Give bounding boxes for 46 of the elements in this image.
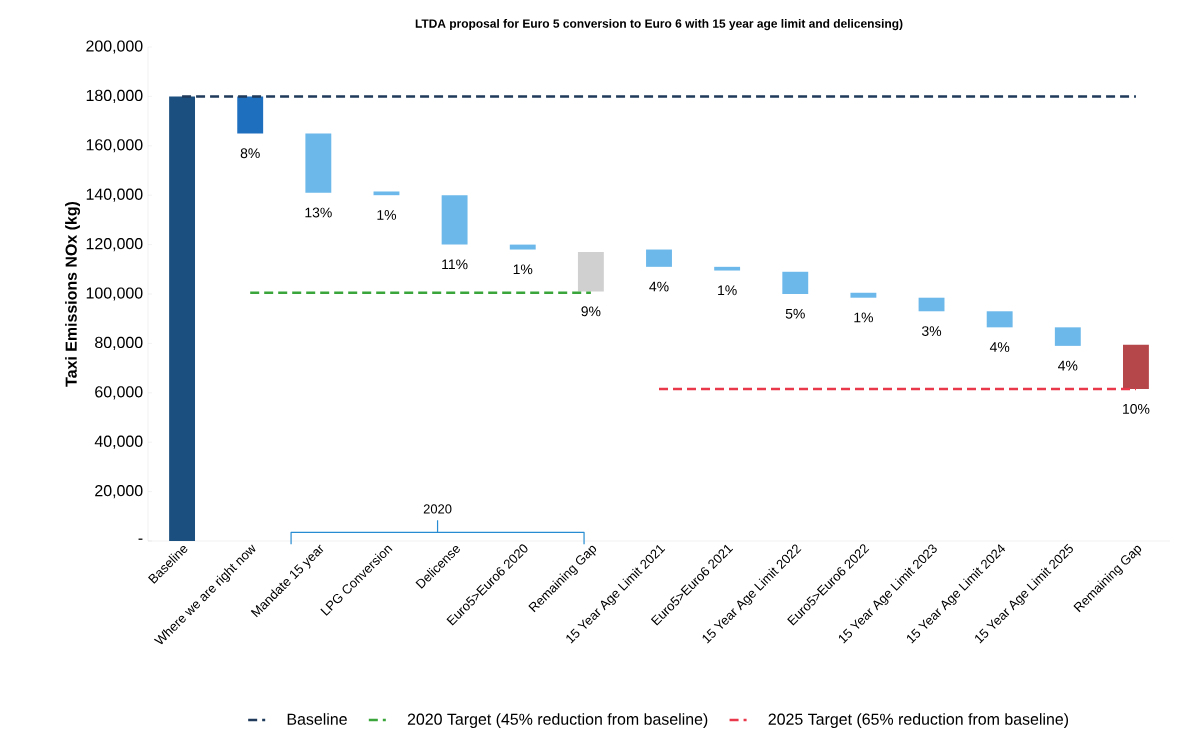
annotation: 1% — [718, 285, 737, 296]
y-tick-label: - — [138, 538, 143, 540]
legend-label: 2020 Target (45% reduction from baseline) — [407, 713, 708, 729]
annotation: 4% — [649, 281, 669, 292]
legend-label: 2025 Target (65% reduction from baseline) — [768, 713, 1069, 729]
annotation: 2020 — [423, 504, 452, 514]
y-tick-label: 120,000 — [86, 238, 143, 252]
bar — [1123, 344, 1149, 390]
annotation: 1% — [377, 210, 397, 220]
bar — [305, 133, 332, 193]
annotation: 10% — [1123, 403, 1150, 414]
legend-label: Baseline — [287, 713, 347, 725]
y-tick-label: 180,000 — [86, 89, 143, 103]
annotation: 13% — [305, 207, 332, 218]
annotation: 5% — [785, 308, 805, 319]
annotation: 4% — [989, 342, 1010, 352]
bar — [646, 249, 672, 267]
bar — [918, 297, 945, 312]
y-tick-label: 200,000 — [86, 40, 143, 54]
bar — [714, 266, 741, 271]
annotation: 1% — [513, 264, 533, 275]
y-tick-label: 100,000 — [86, 287, 143, 301]
bar — [373, 191, 400, 196]
bar — [1054, 327, 1081, 346]
bar — [169, 96, 196, 541]
bar — [782, 271, 809, 294]
y-tick-label: 140,000 — [86, 188, 143, 202]
y-tick-label: 80,000 — [95, 336, 143, 350]
y-tick-label: 40,000 — [94, 435, 143, 449]
chart-title: LTDA proposal for Euro 5 conversion to Euro 6 with 15 year age limit and delicensing) — [415, 18, 903, 31]
annotation: 3% — [921, 326, 942, 337]
bar — [237, 96, 264, 134]
bar — [509, 244, 536, 250]
y-tick-label: 160,000 — [86, 139, 143, 153]
y-tick-label: 60,000 — [95, 386, 143, 400]
bar — [441, 195, 468, 245]
annotation: 9% — [581, 306, 601, 317]
y-axis-title: Taxi Emissions NOx (kg) — [65, 201, 81, 387]
annotation: 8% — [240, 148, 260, 159]
bar — [986, 311, 1013, 328]
annotation: 1% — [854, 312, 873, 323]
bar — [850, 292, 877, 298]
bar — [577, 252, 604, 292]
annotation: 11% — [442, 259, 468, 270]
annotation: 4% — [1058, 360, 1078, 371]
y-tick-label: 20,000 — [95, 485, 143, 499]
